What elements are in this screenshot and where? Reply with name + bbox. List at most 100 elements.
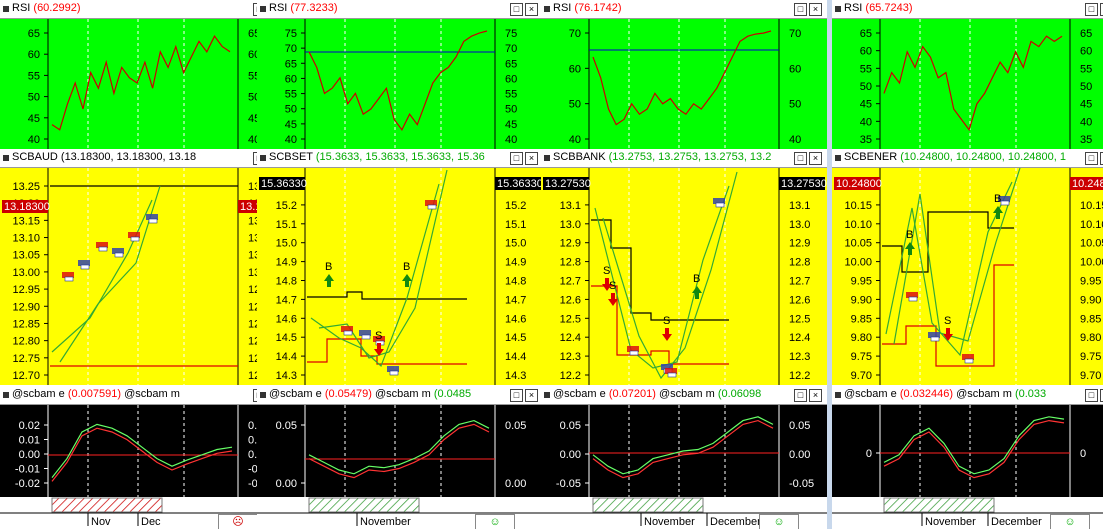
oscillator-title-bar[interactable]: @scbam e (0.07201) @scbam m (0.06098 □ × <box>541 386 827 405</box>
price-title-bar[interactable]: SCBENER (10.24800, 10.24800, 10.24800, 1… <box>832 149 1103 168</box>
rsi-title-bar[interactable]: RSI (65.7243) □× <box>832 0 1103 19</box>
candle-cluster <box>387 366 399 376</box>
oscillator-title-bar[interactable]: @scbam e (0.007591) @scbam m □× <box>0 386 286 405</box>
rsi-title-bar[interactable]: RSI (60.2992) □× <box>0 0 286 19</box>
oscillator-title-bar[interactable]: @scbam e (0.032446) @scbam m (0.033 □× <box>832 386 1103 405</box>
rsi-tick-label-left: 70 <box>285 43 297 55</box>
price-tick-label-left: 10.00 <box>844 257 872 269</box>
maximize-icon[interactable]: □ <box>794 389 807 402</box>
smiley-face-icon[interactable]: ☺ <box>1050 514 1090 529</box>
close-icon[interactable]: × <box>525 3 538 16</box>
close-icon[interactable]: × <box>525 389 538 402</box>
rsi-tick-label-right: 60 <box>789 63 801 75</box>
osc-m-value: (0.0485 <box>433 388 472 400</box>
window-icon <box>835 392 841 398</box>
price-values: (13.18300, 13.18300, 13.18 <box>60 151 197 163</box>
osc-e-value: (0.007591) <box>67 388 122 400</box>
maximize-icon[interactable]: □ <box>794 3 807 16</box>
signal-band <box>308 497 420 513</box>
maximize-icon[interactable]: □ <box>510 152 523 165</box>
symbol-label: SCBAUD <box>12 151 58 163</box>
price-plot: 13.213.213.113.113.013.012.912.912.812.8… <box>541 168 827 385</box>
window-icon <box>260 392 266 398</box>
price-title-bar[interactable]: SCBBANK (13.2753, 13.2753, 13.2753, 13.2… <box>541 149 827 168</box>
candle-cluster <box>359 330 371 340</box>
maximize-icon[interactable]: □ <box>1085 3 1098 16</box>
month-label: Nov <box>91 516 111 528</box>
signal-label: B <box>994 193 1001 205</box>
oscillator-title: @scbam e (0.007591) @scbam m <box>12 388 180 400</box>
close-icon[interactable]: × <box>1100 389 1103 402</box>
osc-m-label: @scbam m <box>658 388 715 400</box>
close-icon[interactable]: × <box>1100 3 1103 16</box>
close-icon[interactable]: × <box>809 389 822 402</box>
symbol-label: SCBENER <box>844 151 898 163</box>
candle-cluster <box>146 214 158 224</box>
sad-face-icon[interactable]: ☹ <box>218 514 258 529</box>
rsi-title-bar[interactable]: RSI (76.1742) □ × <box>541 0 827 19</box>
last-price-badge-right: 13.27530 <box>779 177 827 190</box>
maximize-icon[interactable]: □ <box>510 3 523 16</box>
price-tick-label-right: 12.8 <box>789 257 810 269</box>
price-tick-label-left: 13.15 <box>12 215 40 227</box>
close-icon[interactable]: × <box>809 3 822 16</box>
osc-tick-label-left: -0.05 <box>556 478 581 490</box>
smiley-face-icon[interactable]: ☺ <box>475 514 515 529</box>
trend-line <box>51 199 153 353</box>
maximize-icon[interactable]: □ <box>1085 389 1098 402</box>
rsi-tick-label-left: 50 <box>285 104 297 116</box>
rsi-plot: 75 75 70 70 65 65 60 60 55 55 50 50 45 45 40 40 <box>257 19 543 149</box>
price-title: SCBSET (15.3633, 15.3633, 15.3633, 15.36 <box>269 151 485 163</box>
osc-m-value: (0.033 <box>1014 388 1047 400</box>
candle-cluster <box>962 354 974 364</box>
osc-tick-label-left: 0.00 <box>276 478 297 490</box>
rsi-tick-label-left: 40 <box>569 134 581 146</box>
trend-line-secondary <box>602 171 738 380</box>
rsi-tick-label-left: 55 <box>28 70 40 82</box>
oscillator-title-bar[interactable]: @scbam e (0.05479) @scbam m (0.0485 □ × <box>257 386 543 405</box>
close-icon[interactable]: × <box>525 152 538 165</box>
candle-cluster <box>96 242 108 252</box>
window-icon <box>544 6 550 12</box>
rsi-background <box>257 19 495 149</box>
down-arrow-icon <box>943 328 953 341</box>
rsi-plot: 65 65 60 60 55 55 50 50 45 45 40 40 35 35 <box>832 19 1103 149</box>
rsi-tick-label-left: 55 <box>285 89 297 101</box>
price-tick-label-right: 13.1 <box>789 200 810 212</box>
window-icon <box>260 6 266 12</box>
price-tick-label-left: 13.25 <box>12 181 40 193</box>
price-tick-label-right: 9.90 <box>1080 294 1101 306</box>
price-tick-label-right: 12.4 <box>789 332 810 344</box>
rsi-tick-label-right: 40 <box>505 134 517 146</box>
rsi-axis-background <box>1070 19 1103 149</box>
rsi-title-bar[interactable]: RSI (77.3233) □ × <box>257 0 543 19</box>
price-values: (10.24800, 10.24800, 10.24800, 1 <box>900 151 1067 163</box>
close-icon[interactable]: × <box>809 152 822 165</box>
maximize-icon[interactable]: □ <box>510 389 523 402</box>
oscillator-background <box>257 405 543 497</box>
rsi-title: RSI (60.2992) <box>12 2 81 14</box>
trailing-stop-lower-line <box>591 285 729 365</box>
price-title-bar[interactable]: SCBSET (15.3633, 15.3633, 15.3633, 15.36… <box>257 149 543 168</box>
price-tick-label-left: 13.10 <box>12 233 40 245</box>
close-icon[interactable]: × <box>1100 152 1103 165</box>
oscillator-title: @scbam e (0.07201) @scbam m (0.06098 <box>553 388 761 400</box>
osc-tick-label-right: -0.05 <box>789 478 814 490</box>
signal-label: S <box>663 315 670 327</box>
price-plot: 15.315.315.215.215.115.115.015.014.914.9… <box>257 168 543 385</box>
rsi-axis-background <box>495 19 543 149</box>
price-title-bar[interactable]: SCBAUD (13.18300, 13.18300, 13.18 □× <box>0 149 286 168</box>
price-pane: SCBSET (15.3633, 15.3633, 15.3633, 15.36… <box>257 149 543 385</box>
price-tick-label-left: 9.75 <box>851 351 872 363</box>
price-tick-label-left: 9.90 <box>851 294 872 306</box>
window-icon <box>835 155 841 161</box>
price-tick-label-right: 14.6 <box>505 313 526 325</box>
up-arrow-icon <box>402 274 412 287</box>
maximize-icon[interactable]: □ <box>794 152 807 165</box>
smiley-face-icon[interactable]: ☺ <box>759 514 799 529</box>
candle-cluster <box>425 200 437 210</box>
symbol-label: SCBBANK <box>553 151 606 163</box>
maximize-icon[interactable]: □ <box>1085 152 1098 165</box>
price-tick-label-left: 13.00 <box>12 267 40 279</box>
osc-e-line <box>592 416 774 475</box>
